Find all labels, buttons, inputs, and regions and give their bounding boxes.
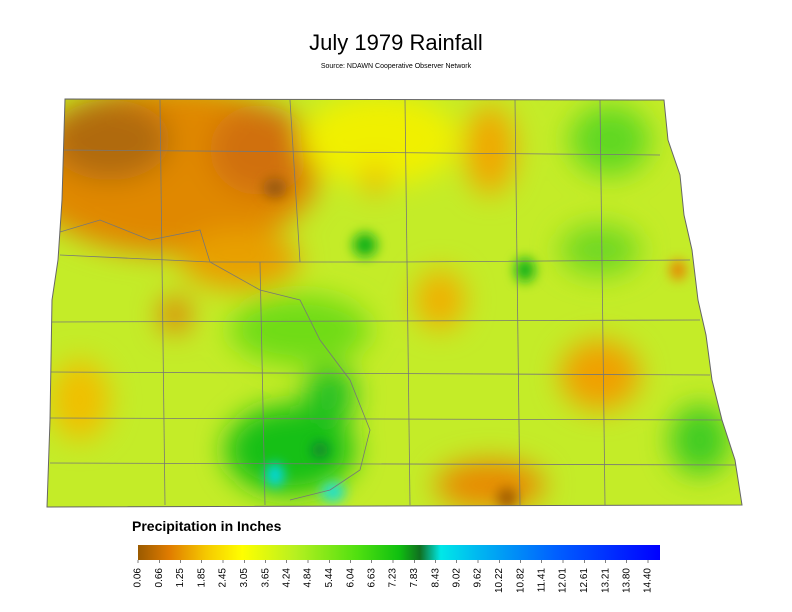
tick-label: 14.40	[643, 568, 654, 593]
tick-label: 4.84	[303, 568, 314, 588]
tick-label: 7.23	[388, 568, 399, 588]
tick-label: 13.80	[621, 568, 632, 593]
tick-label: 10.22	[494, 568, 505, 593]
subtitle: Source: NDAWN Cooperative Observer Netwo…	[321, 63, 472, 70]
tick-label: 3.05	[239, 568, 250, 588]
tick-label: 2.45	[218, 568, 229, 588]
tick-label: 8.43	[430, 568, 441, 588]
title: July 1979 Rainfall	[309, 30, 483, 55]
tick-label: 7.83	[409, 568, 420, 588]
tick-label: 6.63	[366, 568, 377, 588]
tick-label: 12.01	[558, 568, 569, 593]
rainfall-field	[47, 99, 730, 507]
tick-label: 1.25	[175, 568, 186, 588]
legend-ticks: 0.06 0.66 1.25 1.85 2.45 3.05 3.65 4.24 4.84 5.44…	[133, 560, 654, 593]
rainfall-map	[47, 99, 742, 507]
rainfall-peaks	[263, 178, 686, 507]
tick-label: 9.02	[451, 568, 462, 588]
state-outline	[46, 98, 743, 508]
color-scale	[138, 545, 660, 560]
tick-label: 10.82	[515, 568, 526, 593]
tick-label: 13.21	[600, 568, 611, 593]
tick-label: 0.06	[133, 568, 144, 588]
tick-label: 3.65	[260, 568, 271, 588]
legend-title: Precipitation in Inches	[132, 518, 282, 534]
tick-label: 0.66	[154, 568, 165, 588]
tick-label: 12.61	[579, 568, 590, 593]
tick-label: 4.24	[281, 568, 292, 588]
tick-label: 6.04	[345, 568, 356, 588]
tick-label: 11.41	[536, 568, 547, 593]
county-lines	[49, 99, 739, 506]
tick-label: 5.44	[324, 568, 335, 588]
tick-label: 1.85	[196, 568, 207, 588]
tick-label: 9.62	[473, 568, 484, 588]
